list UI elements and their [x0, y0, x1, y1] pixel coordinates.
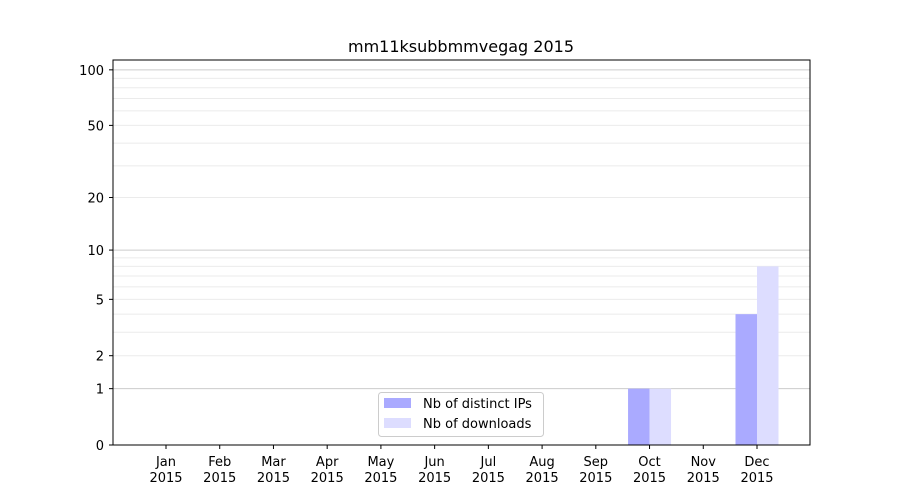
- bar-distinct-ips: [735, 314, 757, 445]
- legend-label: Nb of downloads: [423, 417, 532, 432]
- x-tick-label: 2015: [149, 471, 182, 486]
- grid: [113, 69, 810, 390]
- x-tick-label: Jun: [423, 455, 444, 470]
- x-tick-label: 2015: [472, 471, 505, 486]
- x-tick-label: Nov: [691, 455, 717, 470]
- y-tick-label: 50: [87, 119, 104, 134]
- x-tick-label: 2015: [418, 471, 451, 486]
- bar-downloads: [757, 266, 779, 445]
- legend: Nb of distinct IPs Nb of downloads: [378, 392, 544, 437]
- x-tick-label: 2015: [364, 471, 397, 486]
- x-tick-label: Aug: [529, 455, 554, 470]
- x-tick-label: Jan: [155, 455, 176, 470]
- x-tick-label: Jul: [480, 455, 497, 470]
- bar-downloads: [649, 388, 672, 445]
- x-tick-label: 2015: [740, 471, 773, 486]
- x-tick-label: 2015: [687, 471, 720, 486]
- legend-box: [378, 392, 544, 437]
- x-tick-label: Mar: [261, 455, 286, 470]
- x-tick-label: May: [367, 455, 394, 470]
- x-tick-label: 2015: [257, 471, 290, 486]
- y-tick-label: 0: [96, 439, 104, 454]
- x-tick-label: 2015: [203, 471, 236, 486]
- x-tick-label: Feb: [208, 455, 231, 470]
- y-tick-label: 20: [87, 192, 104, 207]
- legend-swatch: [384, 418, 411, 428]
- chart-title: mm11ksubbmmvegag 2015: [348, 37, 574, 56]
- legend-label: Nb of distinct IPs: [423, 397, 532, 412]
- x-tick-label: Oct: [638, 455, 660, 470]
- y-tick-label: 1: [96, 383, 104, 398]
- y-axis: 0 1 2 5 10 20 50 100: [79, 64, 113, 454]
- x-tick-label: 2015: [579, 471, 612, 486]
- x-tick-label: 2015: [311, 471, 344, 486]
- bars: [628, 266, 779, 445]
- y-tick-label: 5: [96, 293, 104, 308]
- x-tick-label: 2015: [633, 471, 666, 486]
- y-tick-label: 10: [87, 244, 104, 259]
- plot-frame: [112, 59, 811, 446]
- legend-swatch: [384, 398, 411, 408]
- x-tick-label: 2015: [526, 471, 559, 486]
- bar-distinct-ips: [628, 388, 650, 445]
- y-tick-label: 100: [79, 64, 104, 79]
- y-tick-label: 2: [96, 350, 104, 365]
- x-tick-label: Sep: [584, 455, 609, 470]
- x-tick-label: Dec: [744, 455, 769, 470]
- x-axis: Jan2015Feb2015Mar2015Apr2015May2015Jun20…: [149, 445, 774, 486]
- x-tick-label: Apr: [316, 455, 339, 470]
